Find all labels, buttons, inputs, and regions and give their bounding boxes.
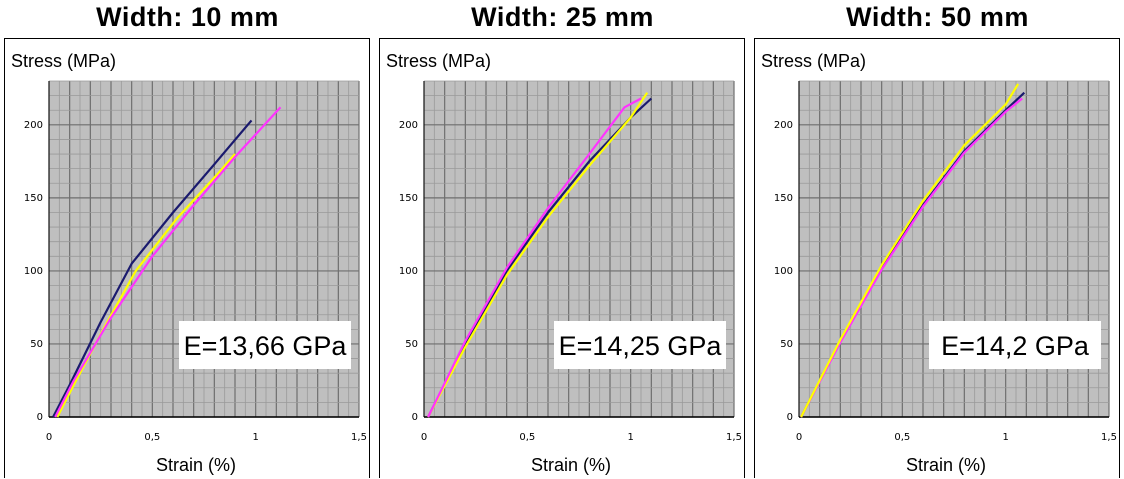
y-tick-label: 100 xyxy=(24,266,43,277)
x-axis-label: Strain (%) xyxy=(906,455,986,475)
chart-title: Width: 10 mm xyxy=(96,2,279,32)
y-tick-label: 50 xyxy=(405,339,418,350)
x-tick-label: 0 xyxy=(421,432,427,443)
x-tick-label: 1 xyxy=(252,432,258,443)
x-tick-label: 0,5 xyxy=(519,432,535,443)
series-line-1 xyxy=(52,119,253,418)
x-tick-label: 1,5 xyxy=(351,432,367,443)
y-tick-label: 150 xyxy=(24,193,43,204)
x-tick-label: 0 xyxy=(46,432,52,443)
y-tick-label: 0 xyxy=(787,412,793,423)
series-line-2 xyxy=(56,153,236,418)
x-tick-label: 1,5 xyxy=(726,432,742,443)
x-axis-label: Strain (%) xyxy=(156,455,236,475)
series-line-3 xyxy=(800,83,1020,418)
y-tick-label: 50 xyxy=(780,339,793,350)
x-tick-label: 1,5 xyxy=(1101,432,1117,443)
chart-panel-25mm: Width: 25 mm Stress (MPa) 0 50 100 150 200 0 0… xyxy=(375,0,750,478)
y-tick-label: 50 xyxy=(30,339,43,350)
plot-area: 0 50 100 150 200 0 0,5 1 1,5 Strain (%) E=13,66 GP… xyxy=(24,80,367,475)
gridlines xyxy=(423,80,735,418)
y-tick-label: 0 xyxy=(412,412,418,423)
series-line-3 xyxy=(427,97,642,418)
chart-frame: Stress (MPa) 0 50 100 150 200 0 0,5 1 1,5 Strain … xyxy=(379,38,745,478)
chart-frame: Stress (MPa) 0 50 100 150 200 0 0,5 1 1,5 Strain … xyxy=(4,38,370,478)
series-line-2 xyxy=(800,97,1023,418)
modulus-label: E=14,25 GPa xyxy=(559,331,723,361)
modulus-label: E=14,2 GPa xyxy=(941,331,1090,361)
series-line-2 xyxy=(427,92,649,418)
x-tick-label: 0 xyxy=(796,432,802,443)
y-tick-label: 200 xyxy=(774,120,793,131)
y-tick-label: 100 xyxy=(774,266,793,277)
chart-panel-10mm: Width: 10 mm Stress (MPa) 0 50 100 150 200 0 0… xyxy=(0,0,375,478)
plot-area: 0 50 100 150 200 0 0,5 1 1,5 Strain (%) E=14,25 GP… xyxy=(399,80,742,475)
x-tick-label: 0,5 xyxy=(144,432,160,443)
y-axis-label: Stress (MPa) xyxy=(386,51,492,71)
y-tick-label: 150 xyxy=(399,193,418,204)
x-tick-label: 0,5 xyxy=(894,432,910,443)
modulus-label: E=13,66 GPa xyxy=(184,331,348,361)
annotation-box xyxy=(929,321,1101,369)
modulus-annotation: E=14,25 GPa xyxy=(554,321,726,369)
plot-area: 0 50 100 150 200 0 0,5 1 1,5 Strain (%) E=14,2 GPa xyxy=(774,80,1117,475)
y-tick-label: 200 xyxy=(399,120,418,131)
chart-title: Width: 50 mm xyxy=(846,2,1029,32)
series-line-3 xyxy=(54,106,282,418)
y-axis-label: Stress (MPa) xyxy=(761,51,867,71)
x-axis-label: Strain (%) xyxy=(531,455,611,475)
modulus-annotation: E=13,66 GPa xyxy=(179,321,351,369)
y-axis-label: Stress (MPa) xyxy=(11,51,117,71)
annotation-box xyxy=(554,321,726,369)
chart-panel-50mm: Width: 50 mm Stress (MPa) 0 50 100 150 200 0 0… xyxy=(750,0,1124,478)
y-tick-label: 200 xyxy=(24,120,43,131)
y-tick-label: 150 xyxy=(774,193,793,204)
modulus-annotation: E=14,2 GPa xyxy=(929,321,1101,369)
y-tick-label: 100 xyxy=(399,266,418,277)
annotation-box xyxy=(179,321,351,369)
chart-title: Width: 25 mm xyxy=(471,2,654,32)
y-tick-label: 0 xyxy=(37,412,43,423)
x-tick-label: 1 xyxy=(1002,432,1008,443)
x-tick-label: 1 xyxy=(627,432,633,443)
chart-frame: Stress (MPa) 0 50 100 150 200 0 0,5 1 1,5 Strain … xyxy=(754,38,1120,478)
